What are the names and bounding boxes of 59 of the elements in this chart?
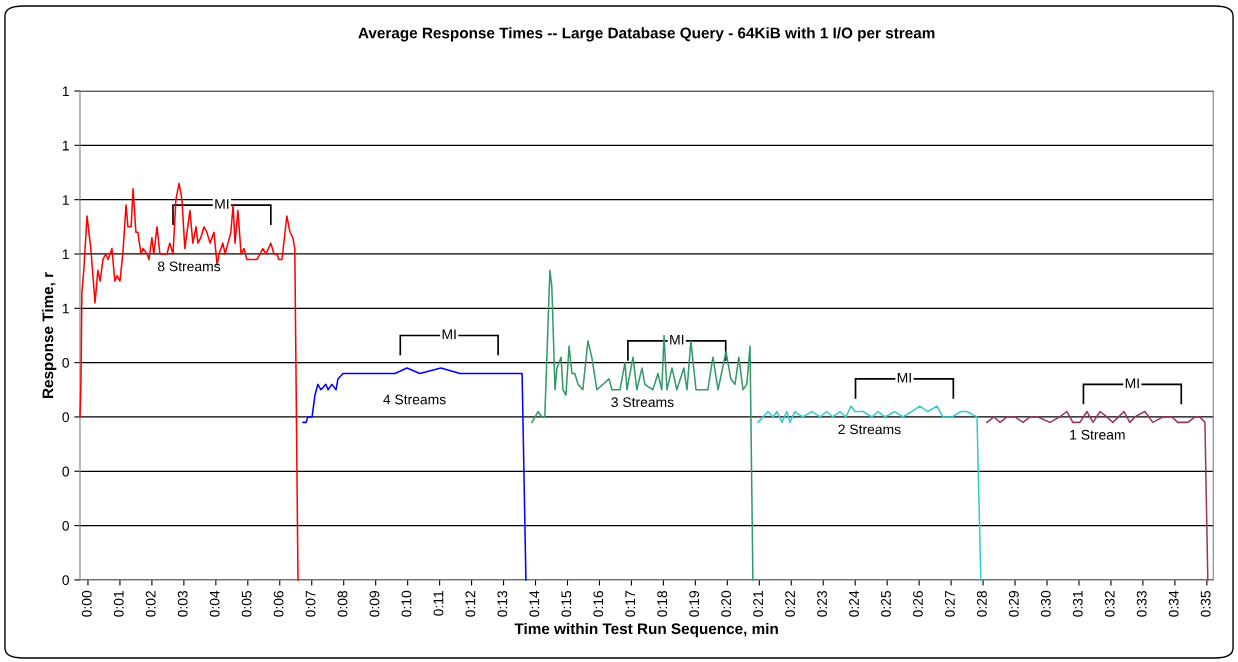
y-tick-label: 1 — [62, 303, 69, 314]
annotation: MI — [215, 199, 229, 209]
x-tick-label: 0:33 — [1136, 590, 1147, 617]
x-tick-label: 0:29 — [1008, 590, 1019, 617]
y-tick-label: 0 — [62, 575, 70, 586]
annotation: MI — [670, 334, 684, 345]
x-tick-label: 0:25 — [881, 590, 891, 617]
x-tick-label: 0:05 — [241, 590, 252, 617]
x-tick-label: 0:06 — [273, 590, 284, 617]
y-tick-label: 0 — [62, 466, 70, 477]
x-tick-label: 0:28 — [976, 590, 987, 617]
x-tick-label: 0:18 — [657, 590, 668, 617]
x-tick-label: 0:34 — [1168, 590, 1179, 617]
series-label: 1 Stream — [1070, 429, 1125, 440]
x-tick-label: 0:31 — [1072, 591, 1083, 617]
x-tick-label: 0:14 — [529, 590, 540, 617]
annotation: MI — [442, 329, 456, 340]
annotation: MI — [1125, 378, 1139, 388]
series-label: 3 Streams — [611, 397, 674, 408]
x-tick-label: 0:11 — [433, 591, 444, 616]
y-tick-label: 1 — [62, 86, 69, 97]
x-tick-label: 0:01 — [113, 591, 124, 617]
y-axis-title: Response Time, r — [42, 272, 57, 398]
x-tick-label: 0:12 — [465, 591, 476, 617]
x-tick-label: 0:17 — [625, 591, 636, 617]
x-tick-label: 0:20 — [721, 590, 732, 617]
annotation: MI — [897, 372, 911, 383]
x-tick-label: 0:19 — [689, 590, 700, 617]
x-tick-label: 0:24 — [849, 590, 859, 617]
series-label: 2 Streams — [838, 424, 901, 435]
x-tick-label: 0:04 — [209, 590, 220, 617]
x-tick-label: 0:15 — [561, 590, 572, 617]
x-tick-label: 0:03 — [177, 590, 188, 617]
x-tick-label: 0:07 — [305, 591, 316, 617]
x-tick-label: 0:32 — [1104, 591, 1115, 617]
y-tick-label: 0 — [62, 520, 70, 531]
x-tick-label: 0:27 — [945, 591, 955, 617]
x-tick-label: 0:22 — [785, 591, 795, 617]
x-tick-label: 0:10 — [401, 590, 412, 617]
x-axis-title: Time within Test Run Sequence, min — [514, 622, 778, 638]
series-label: 8 Streams — [157, 261, 221, 272]
x-tick-label: 0:09 — [369, 590, 380, 617]
x-tick-label: 0:26 — [913, 590, 923, 617]
x-tick-label: 0:00 — [81, 590, 92, 617]
chart-title: Average Response Times -- Large Database Query - 64KiB with 1 I/O per stream — [358, 27, 935, 42]
y-tick-label: 1 — [62, 195, 69, 205]
x-tick-label: 0:30 — [1040, 590, 1051, 617]
x-tick-label: 0:23 — [817, 590, 827, 617]
y-tick-label: 0 — [62, 412, 70, 423]
x-tick-label: 0:08 — [337, 590, 348, 617]
x-tick-label: 0:13 — [497, 590, 508, 617]
x-tick-label: 0:21 — [753, 591, 764, 617]
x-tick-label: 0:02 — [145, 591, 156, 617]
x-tick-label: 0:35 — [1200, 590, 1211, 617]
series-label: 4 Streams — [383, 394, 446, 405]
y-tick-label: 0 — [62, 357, 70, 368]
y-tick-label: 1 — [62, 249, 69, 260]
y-tick-label: 1 — [62, 140, 69, 151]
x-tick-label: 0:16 — [593, 590, 604, 617]
